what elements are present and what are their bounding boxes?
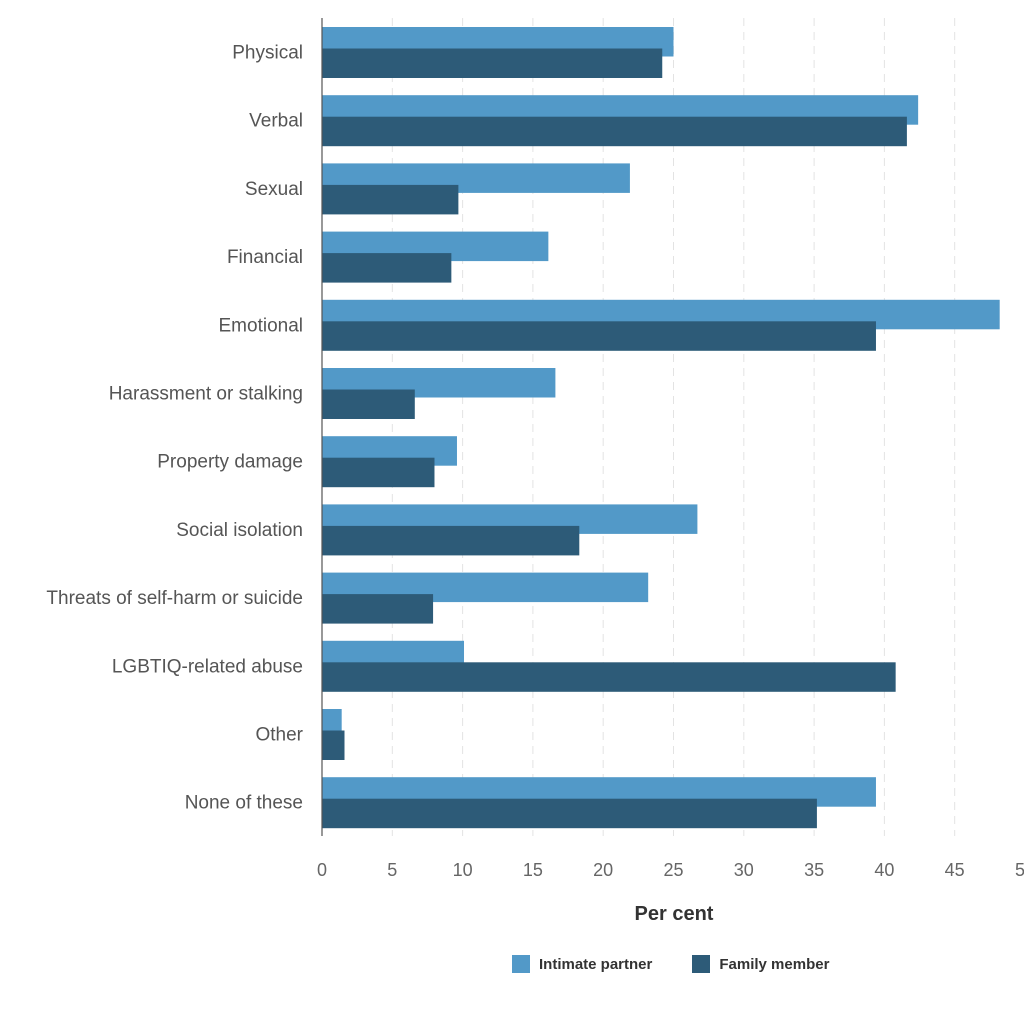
bar-family-member[interactable] [322, 116, 907, 147]
x-tick-label: 30 [734, 860, 754, 880]
x-tick-label: 35 [804, 860, 824, 880]
bar-family-member[interactable] [322, 184, 459, 215]
x-tick-label: 0 [317, 860, 327, 880]
bars [322, 27, 1000, 829]
x-tick-label: 10 [453, 860, 473, 880]
x-tick-label: 25 [663, 860, 683, 880]
category-label: Emotional [219, 315, 304, 336]
labels: 0 5 10 15 20 25 30 35 40 45 50 Physical Verbal Sexual… [46, 43, 1024, 881]
x-tick-label: 45 [945, 860, 965, 880]
bar-family-member[interactable] [322, 389, 415, 420]
legend-item-family-member[interactable]: Family member [692, 955, 829, 973]
bar-family-member[interactable] [322, 253, 452, 283]
bar-family-member[interactable] [322, 457, 435, 488]
category-label: Physical [232, 43, 303, 64]
category-label: Harassment or stalking [109, 384, 303, 405]
x-tick-label: 20 [593, 860, 613, 880]
category-label: Verbal [249, 111, 303, 132]
legend: Intimate partner Family member [512, 955, 869, 973]
category-label: Sexual [245, 179, 303, 200]
legend-swatch-family-member [692, 955, 711, 973]
x-tick-label: 50 [1015, 860, 1024, 880]
legend-label-intimate-partner: Intimate partner [539, 955, 653, 973]
bar-family-member[interactable] [322, 525, 580, 556]
bar-family-member[interactable] [322, 798, 817, 829]
bar-family-member[interactable] [322, 662, 896, 692]
bar-family-member[interactable] [322, 594, 434, 624]
legend-swatch-intimate-partner [512, 955, 530, 973]
category-label: Financial [227, 247, 303, 268]
x-tick-label: 15 [523, 860, 543, 880]
x-axis-title: Per cent [635, 903, 714, 925]
bar-family-member[interactable] [322, 48, 663, 79]
x-tick-label: 5 [387, 860, 397, 880]
category-label: Property damage [157, 452, 303, 473]
x-tick-label: 40 [874, 860, 894, 880]
category-label: None of these [185, 793, 303, 814]
bar-family-member[interactable] [322, 730, 345, 761]
category-label: Threats of self-harm or suicide [46, 588, 303, 609]
legend-item-intimate-partner[interactable]: Intimate partner [512, 955, 652, 973]
bar-family-member[interactable] [322, 321, 876, 351]
legend-label-family-member: Family member [719, 955, 830, 973]
category-label: Social isolation [176, 520, 303, 541]
category-label: Other [255, 725, 303, 746]
category-label: LGBTIQ-related abuse [112, 656, 303, 677]
grid-lines [391, 18, 956, 836]
